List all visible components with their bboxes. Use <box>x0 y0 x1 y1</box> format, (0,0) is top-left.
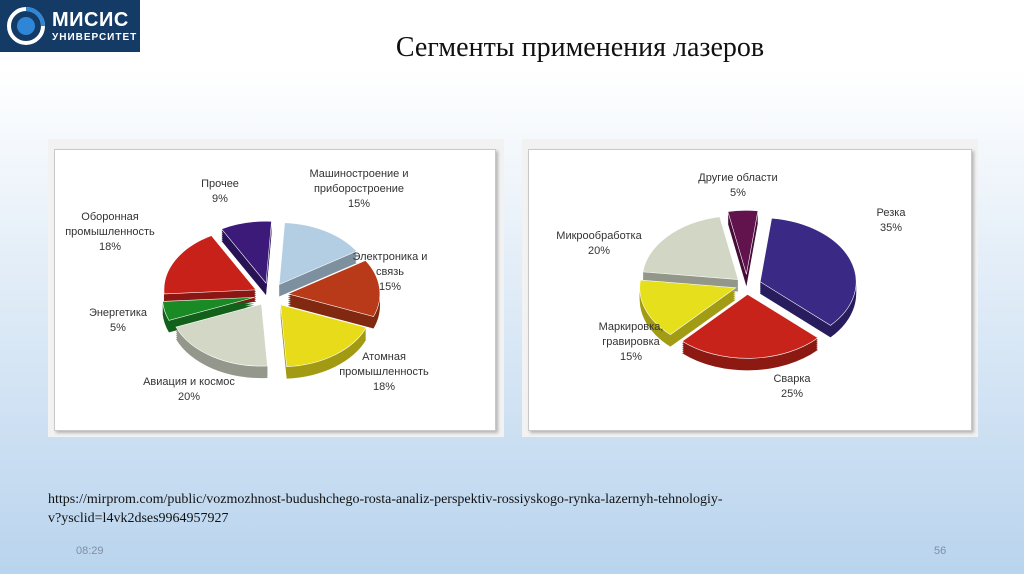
logo-name: МИСИС <box>52 8 129 31</box>
slice-label: Оборонная промышленность 18% <box>65 211 155 253</box>
pie-chart-industries: Машиностроение и приборостроение 15% Электр… <box>65 168 429 403</box>
university-logo: МИСИС УНИВЕРСИТЕТ <box>0 0 140 52</box>
pie-slice <box>639 279 737 336</box>
source-link-line2: v?ysclid=l4vk2dses9964957927 <box>48 511 229 526</box>
slice-label: Энергетика 5% <box>89 307 148 334</box>
logo-subtitle: УНИВЕРСИТЕТ <box>52 31 138 43</box>
source-link-line1: https://mirprom.com/public/vozmozhnost-b… <box>48 492 723 507</box>
misis-logo-icon <box>7 7 45 45</box>
slice-label: Прочее 9% <box>201 178 239 205</box>
pie-slice <box>162 297 255 321</box>
chart-panel-right: Резка 35% Сварка 25% Маркировка, гравировка 15… <box>528 149 972 431</box>
slice-label: Маркировка, гравировка 15% <box>599 321 664 363</box>
slice-label: Микрообработка 20% <box>556 230 642 257</box>
pie-slice <box>220 220 272 284</box>
pie-slice <box>727 210 759 275</box>
slide-time: 08:29 <box>76 545 104 557</box>
slice-label: Резка 35% <box>877 207 907 234</box>
slice-label: Машиностроение и приборостроение 15% <box>310 168 409 210</box>
slice-label: Электроника и связь 15% <box>353 251 428 293</box>
pie-slice <box>278 222 358 286</box>
source-link[interactable]: https://mirprom.com/public/vozmozhnost-b… <box>48 490 888 528</box>
slice-label: Авиация и космос 20% <box>143 376 235 403</box>
pie-slice <box>286 260 381 317</box>
pie-slice <box>681 293 819 359</box>
slice-label: Атомная промышленность 18% <box>339 351 429 393</box>
slice-label: Другие области 5% <box>698 172 777 199</box>
slice-label: Сварка 25% <box>773 373 811 400</box>
slide-title: Сегменты применения лазеров <box>395 32 765 63</box>
slide-number: 56 <box>934 545 947 557</box>
pie-slice <box>175 303 268 367</box>
pie-slice <box>642 216 739 280</box>
pie-chart-processes: Резка 35% Сварка 25% Маркировка, гравировка 15… <box>556 172 907 400</box>
pie-slice <box>759 217 857 326</box>
pie-slice <box>163 235 257 295</box>
chart-panel-left: Машиностроение и приборостроение 15% Электр… <box>54 149 496 431</box>
pie-slice <box>280 304 367 367</box>
